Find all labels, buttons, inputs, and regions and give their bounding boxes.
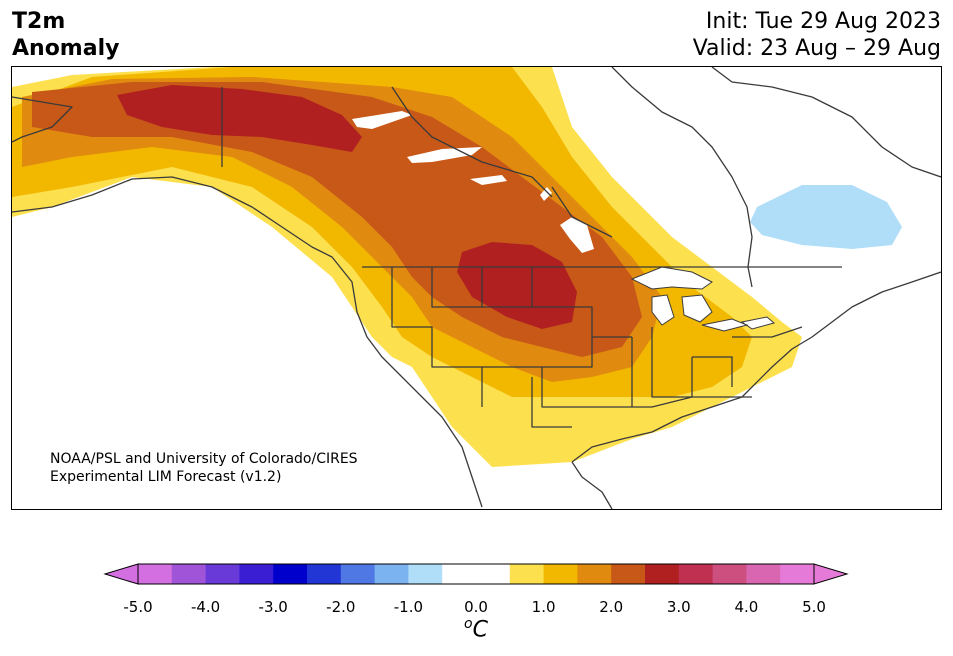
degree-mark: o — [464, 616, 473, 632]
colorbar-cell — [239, 564, 274, 584]
init-date: Init: Tue 29 Aug 2023 — [705, 9, 941, 34]
colorbar-cell — [374, 564, 409, 584]
colorbar-cell — [340, 564, 376, 584]
lake — [352, 111, 412, 129]
lake — [540, 187, 552, 201]
anomaly-region-3c — [117, 85, 362, 152]
colorbar-tick-label: -3.0 — [258, 598, 288, 616]
colorbar-unit: oC — [464, 616, 488, 642]
colorbar-tick-label: 0.0 — [464, 598, 488, 616]
colorbar-cell — [138, 564, 173, 584]
credit-line-1: NOAA/PSL and University of Colorado/CIRE… — [50, 451, 358, 467]
colorbar-cell — [442, 564, 477, 584]
great-lakes — [630, 266, 776, 332]
cool-anomaly-region — [750, 185, 902, 249]
colorbar-cell — [645, 564, 680, 584]
colorbar-cell — [273, 564, 308, 584]
colorbar-tick-label: -4.0 — [190, 598, 221, 616]
colorbar-tick-label: 1.0 — [531, 598, 556, 616]
colorbar-tick-label: -5.0 — [123, 598, 153, 616]
colorbar-cell — [543, 564, 578, 584]
anomaly-label: Anomaly — [12, 36, 120, 61]
colorbar-cell — [746, 564, 781, 584]
colorbar-cell — [611, 564, 646, 584]
colorbar-cell — [171, 564, 207, 584]
plot-title: T2m Anomaly — [12, 8, 119, 62]
colorbar-tick-label: 5.0 — [802, 598, 826, 616]
forecast-dates: Init: Tue 29 Aug 2023 Valid: 23 Aug – 29… — [693, 8, 941, 62]
valid-range: Valid: 23 Aug – 29 Aug — [692, 36, 941, 61]
colorbar-cells — [138, 564, 815, 584]
colorbar-cell — [678, 564, 714, 584]
colorbar-cell — [577, 564, 612, 584]
colorbar-tick-label: 4.0 — [734, 598, 759, 616]
lake — [407, 147, 482, 163]
colorbar-cell — [408, 564, 443, 584]
colorbar-cell — [205, 564, 240, 584]
colorbar-tick-label: 3.0 — [666, 598, 691, 616]
lake — [470, 175, 507, 185]
variable-label: T2m — [12, 9, 66, 34]
lake — [560, 217, 594, 253]
colorbar — [103, 563, 849, 585]
colorbar-cell — [307, 564, 342, 584]
data-credit: NOAA/PSL and University of Colorado/CIRE… — [50, 450, 358, 486]
colorbar-tick-label: -1.0 — [393, 598, 424, 616]
colorbar-cell — [780, 564, 815, 584]
coastlines — [12, 67, 941, 509]
colorbar-min-extension — [103, 563, 139, 585]
colorbar-outline — [137, 563, 815, 585]
anomaly-map: NOAA/PSL and University of Colorado/CIRE… — [11, 66, 942, 510]
colorbar-cell — [712, 564, 747, 584]
colorbar-max-extension — [813, 563, 849, 585]
colorbar-tick-label: 2.0 — [599, 598, 624, 616]
unit-label: C — [472, 617, 488, 643]
map-canvas — [12, 67, 941, 509]
colorbar-cell — [509, 564, 545, 584]
colorbar-cell — [476, 564, 511, 584]
credit-line-2: Experimental LIM Forecast (v1.2) — [50, 469, 282, 485]
colorbar-tick-label: -2.0 — [326, 598, 356, 616]
